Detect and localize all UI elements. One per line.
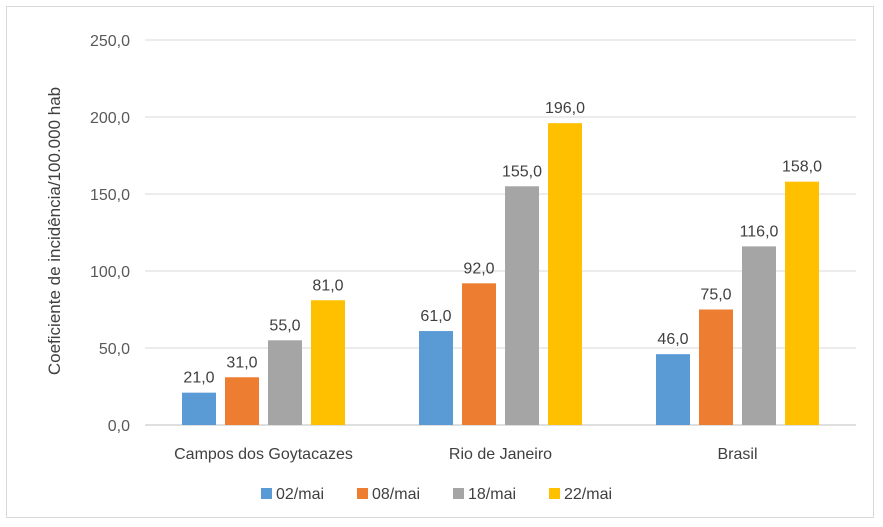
data-label: 158,0 bbox=[782, 159, 822, 176]
bar bbox=[268, 340, 302, 425]
bar bbox=[462, 283, 496, 425]
y-axis-ticks: 0,0 50,0 100,0 150,0 200,0 250,0 bbox=[90, 33, 130, 435]
bar bbox=[311, 300, 345, 425]
legend-swatch bbox=[261, 488, 272, 499]
chart-frame bbox=[6, 6, 874, 518]
bar bbox=[785, 181, 819, 425]
legend-label: 18/mai bbox=[468, 486, 516, 503]
data-label: 55,0 bbox=[269, 317, 300, 334]
bar bbox=[182, 392, 216, 425]
bar bbox=[225, 377, 259, 425]
data-label: 155,0 bbox=[502, 163, 542, 180]
data-label: 21,0 bbox=[183, 370, 214, 387]
y-tick-label: 50,0 bbox=[99, 341, 130, 358]
bar bbox=[505, 186, 539, 425]
bar bbox=[656, 354, 690, 425]
y-tick-label: 150,0 bbox=[90, 187, 130, 204]
data-label: 116,0 bbox=[740, 223, 779, 240]
data-label: 196,0 bbox=[545, 100, 585, 117]
data-label: 75,0 bbox=[700, 287, 731, 304]
legend: 02/mai 08/mai 18/mai 22/mai bbox=[261, 486, 612, 503]
data-label: 81,0 bbox=[312, 277, 343, 294]
data-label: 61,0 bbox=[420, 308, 451, 325]
category-label: Campos dos Goytacazes bbox=[174, 446, 353, 463]
x-axis-categories: Campos dos Goytacazes Rio de Janeiro Brasi… bbox=[174, 446, 757, 463]
legend-label: 22/mai bbox=[564, 486, 612, 503]
y-tick-label: 0,0 bbox=[108, 418, 130, 435]
legend-label: 08/mai bbox=[372, 486, 420, 503]
data-label: 31,0 bbox=[226, 354, 257, 371]
bar bbox=[699, 309, 733, 425]
category-label: Brasil bbox=[717, 446, 757, 463]
legend-swatch bbox=[549, 488, 560, 499]
bars bbox=[182, 123, 819, 425]
data-label: 92,0 bbox=[463, 260, 494, 277]
y-tick-label: 250,0 bbox=[90, 33, 130, 50]
legend-swatch bbox=[453, 488, 464, 499]
data-label: 46,0 bbox=[657, 331, 688, 348]
category-label: Rio de Janeiro bbox=[449, 446, 552, 463]
bar bbox=[742, 246, 776, 425]
legend-label: 02/mai bbox=[276, 486, 324, 503]
y-axis-label: Coeficiente de incidência/100.000 hab bbox=[45, 87, 64, 375]
bar bbox=[419, 331, 453, 425]
y-tick-label: 200,0 bbox=[90, 110, 130, 127]
gridlines bbox=[145, 39, 856, 426]
legend-swatch bbox=[357, 488, 368, 499]
bar bbox=[548, 123, 582, 425]
data-labels: 21,0 31,0 55,0 81,0 61,0 92,0 155,0 196,0 46,0 75… bbox=[183, 100, 822, 387]
y-tick-label: 100,0 bbox=[90, 264, 130, 281]
